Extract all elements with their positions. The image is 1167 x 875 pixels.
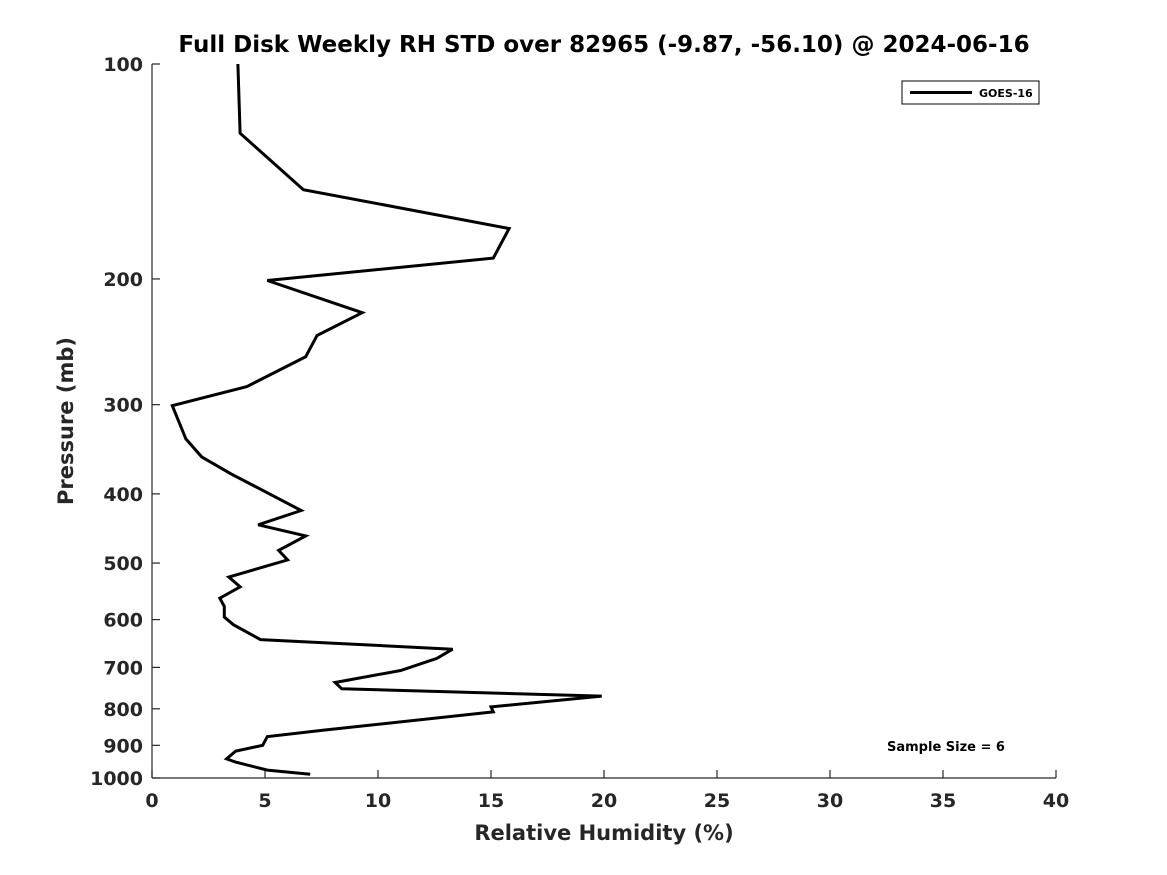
y-tick-label: 400 — [103, 484, 143, 506]
y-tick-label: 900 — [103, 735, 143, 757]
y-tick-label: 100 — [103, 54, 143, 76]
y-tick-label: 1000 — [90, 768, 143, 790]
x-tick-label: 10 — [365, 790, 391, 812]
x-tick-label: 20 — [591, 790, 617, 812]
y-tick-label: 500 — [103, 553, 143, 575]
x-tick-label: 0 — [145, 790, 158, 812]
legend-label-goes-16: GOES-16 — [979, 87, 1033, 100]
y-axis-label: Pressure (mb) — [54, 337, 78, 505]
legend: GOES-16 — [901, 80, 1040, 105]
x-axis-ticks: 0 5 10 15 20 25 30 35 40 — [145, 770, 1069, 812]
x-tick-label: 25 — [704, 790, 730, 812]
y-tick-label: 600 — [103, 610, 143, 632]
chart-title: Full Disk Weekly RH STD over 82965 (-9.8… — [178, 32, 1029, 58]
x-tick-label: 5 — [258, 790, 271, 812]
y-tick-label: 200 — [103, 269, 143, 291]
x-tick-label: 40 — [1043, 790, 1069, 812]
x-tick-label: 30 — [817, 790, 843, 812]
y-tick-label: 300 — [103, 395, 143, 417]
sample-size-annotation: Sample Size = 6 — [887, 740, 1005, 755]
y-axis-ticks: 100 200 300 400 500 600 700 800 900 1000 — [90, 54, 160, 790]
x-axis-label: Relative Humidity (%) — [474, 821, 733, 845]
x-tick-label: 35 — [930, 790, 956, 812]
series-layer — [170, 63, 602, 776]
x-tick-label: 15 — [478, 790, 504, 812]
y-tick-label: 800 — [103, 699, 143, 721]
series-line-goes-16 — [170, 63, 602, 776]
y-tick-label: 700 — [103, 657, 143, 679]
